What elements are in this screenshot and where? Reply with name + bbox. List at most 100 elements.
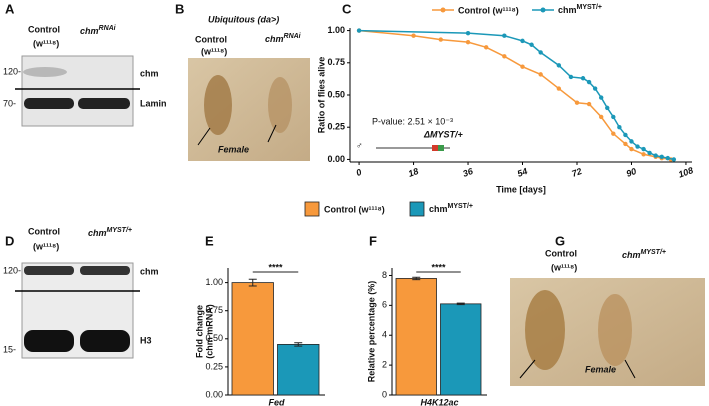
x-tick-label: Fed: [268, 397, 285, 406]
y-axis-title: (chm mRNA): [204, 304, 214, 359]
y-tick-label: 8: [382, 270, 387, 280]
x-tick-label: H4K12ac: [420, 397, 458, 406]
point: [647, 150, 652, 156]
y-tick-label: 0.25: [327, 122, 345, 132]
point: [592, 86, 598, 91]
legend-label: chmMYST/+: [558, 4, 602, 16]
point: [556, 86, 562, 91]
point: [617, 125, 622, 130]
marker: 70-: [3, 98, 16, 108]
point: [529, 42, 534, 47]
band-label: Lamin: [140, 98, 167, 108]
point: [520, 64, 525, 69]
bar: [231, 282, 274, 396]
series-line: [359, 29, 674, 161]
x-tick-label: 90: [625, 166, 638, 179]
fly: [204, 75, 232, 135]
legend-label: Control (w¹¹¹⁸): [458, 5, 519, 15]
marker: 120-: [3, 66, 21, 76]
column-label: chmRNAi: [80, 25, 117, 37]
text-part: chm: [88, 228, 107, 238]
point: [623, 132, 628, 138]
genotype: (w¹¹¹⁸): [201, 46, 227, 56]
band: [78, 98, 130, 109]
y-tick-label: 0.50: [327, 89, 345, 99]
point: [611, 114, 616, 120]
x-tick-label: 36: [461, 166, 475, 179]
point: [502, 54, 507, 59]
band-label: chm: [140, 68, 159, 78]
x-tick-label: 54: [516, 166, 529, 179]
panel-label: E: [205, 233, 214, 248]
sex-symbol: ♂: [356, 140, 363, 150]
y-tick-label: 0: [382, 389, 387, 399]
point: [465, 30, 471, 36]
y-tick-label: 0.25: [205, 361, 223, 371]
band: [24, 98, 74, 109]
point: [411, 33, 416, 38]
genotype: (w¹¹¹⁸): [551, 262, 577, 272]
fly: [598, 294, 632, 366]
y-tick-label: 0.00: [205, 389, 223, 399]
legend-marker: [540, 7, 546, 13]
point: [438, 37, 443, 42]
point: [520, 38, 525, 44]
column-label: chmRNAi: [265, 33, 302, 45]
point: [635, 144, 640, 149]
marker: 120-: [3, 265, 21, 275]
y-tick-label: 1.00: [327, 25, 345, 35]
bar: [277, 344, 320, 396]
column-label: Control: [28, 24, 60, 34]
band: [24, 266, 74, 275]
y-tick-label: 0.00: [327, 154, 345, 164]
point: [465, 39, 471, 45]
superscript: MYST/+: [577, 4, 602, 11]
panel-label: F: [369, 233, 377, 248]
panel-label: G: [555, 233, 565, 248]
superscript: MYST/+: [448, 203, 473, 210]
text-part: chm: [265, 34, 284, 44]
y-tick-label: 6: [382, 300, 387, 310]
annotation: Female: [218, 144, 249, 154]
band: [24, 330, 74, 352]
column-label: Control: [545, 248, 577, 258]
series-line: [359, 29, 671, 161]
bar: [395, 278, 437, 396]
significance: ****: [268, 262, 283, 272]
p-value: P-value: 2.51 × 10⁻³: [372, 116, 453, 126]
point: [580, 76, 586, 81]
point: [586, 101, 592, 107]
point: [502, 33, 507, 38]
point: [641, 152, 646, 157]
legend-swatch: [304, 201, 320, 217]
point: [641, 146, 646, 152]
y-axis-title: Fold change: [194, 305, 204, 358]
band-label: chm: [140, 266, 159, 276]
arrow: [197, 127, 211, 146]
column-label: Control: [28, 226, 60, 236]
point: [671, 157, 677, 162]
annotation: Female: [585, 364, 616, 374]
text-part: chm: [622, 250, 641, 260]
superscript: MYST/+: [107, 227, 132, 234]
y-tick-label: 0.75: [205, 305, 223, 315]
text-part: chm: [429, 204, 448, 214]
point: [623, 141, 628, 147]
band: [80, 266, 130, 275]
legend-marker: [440, 7, 446, 13]
point: [659, 154, 664, 160]
column-label: chmMYST/+: [622, 249, 666, 261]
fly: [268, 77, 292, 133]
fly: [525, 290, 565, 370]
point: [483, 45, 489, 50]
gene-deletion: [432, 145, 438, 151]
legend-label: Control (w¹¹¹⁸): [324, 204, 385, 214]
point: [356, 28, 362, 33]
panel-label: B: [175, 1, 184, 16]
panel-label: A: [5, 1, 15, 16]
point: [586, 79, 592, 85]
point: [599, 114, 604, 120]
point: [538, 50, 543, 55]
text-part: chm: [80, 26, 99, 36]
